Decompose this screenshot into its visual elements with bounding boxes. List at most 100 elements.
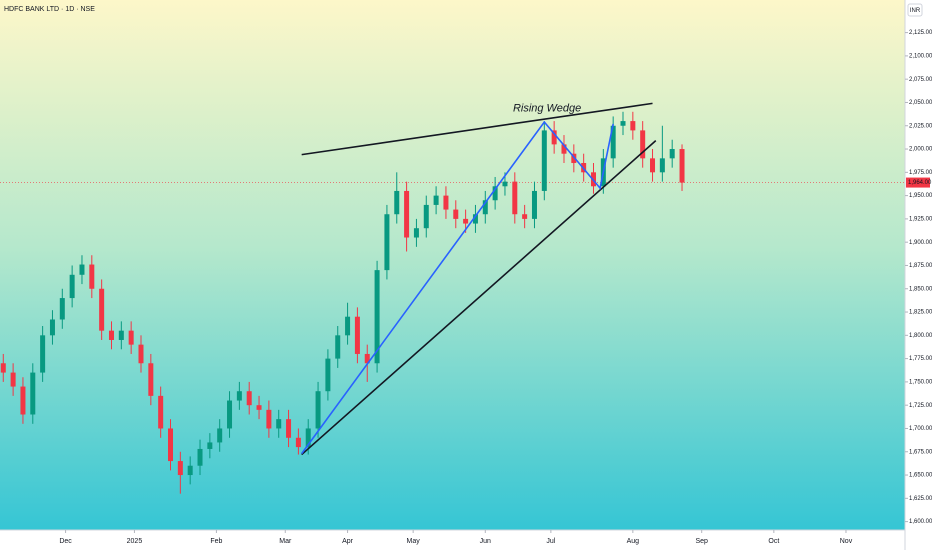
candle-body bbox=[443, 195, 449, 210]
candle-body bbox=[404, 190, 410, 238]
candle-body bbox=[266, 409, 272, 429]
candle-body bbox=[89, 264, 95, 289]
last-price-label: 1,964.00 bbox=[908, 180, 932, 186]
candle-body bbox=[197, 448, 203, 466]
x-tick-label: Sep bbox=[695, 538, 708, 545]
candle-body bbox=[364, 353, 370, 364]
price-axis-panel bbox=[905, 0, 932, 550]
y-tick-label: 1,600.00 bbox=[909, 519, 932, 525]
y-tick-label: 2,025.00 bbox=[909, 123, 932, 129]
x-tick-label: May bbox=[407, 538, 421, 545]
candle-body bbox=[522, 214, 528, 219]
candle-body bbox=[659, 158, 665, 173]
candle-body bbox=[561, 144, 567, 154]
candle-body bbox=[40, 335, 46, 373]
candle-body bbox=[354, 316, 360, 354]
candle-body bbox=[59, 298, 65, 320]
candle-body bbox=[227, 400, 233, 429]
y-tick-label: 2,075.00 bbox=[909, 77, 932, 83]
candle-body bbox=[482, 200, 488, 215]
annotation: Rising Wedge bbox=[513, 103, 581, 115]
x-tick-label: Apr bbox=[342, 538, 354, 545]
y-tick-label: 1,750.00 bbox=[909, 379, 932, 385]
candle-body bbox=[679, 149, 685, 183]
y-tick-label: 1,875.00 bbox=[909, 263, 932, 269]
candle-body bbox=[128, 330, 134, 345]
y-tick-label: 1,700.00 bbox=[909, 426, 932, 432]
candle-body bbox=[118, 330, 124, 340]
candle-body bbox=[472, 214, 478, 224]
candle-body bbox=[217, 428, 223, 443]
candle-body bbox=[177, 461, 183, 476]
candle-body bbox=[630, 121, 636, 131]
candle-body bbox=[620, 121, 626, 126]
chart-title: HDFC BANK LTD · 1D · NSE bbox=[4, 6, 95, 13]
y-tick-label: 2,125.00 bbox=[909, 30, 932, 36]
candle-body bbox=[345, 316, 351, 336]
candle-body bbox=[669, 149, 675, 159]
x-tick-label: Nov bbox=[840, 538, 853, 545]
trend-line bbox=[301, 120, 614, 455]
candle-body bbox=[236, 391, 242, 401]
candle-body bbox=[99, 288, 105, 331]
y-tick-label: 1,975.00 bbox=[909, 170, 932, 176]
y-tick-label: 1,725.00 bbox=[909, 403, 932, 409]
x-tick-label: Mar bbox=[279, 538, 292, 545]
y-tick-label: 1,825.00 bbox=[909, 310, 932, 316]
candle-body bbox=[158, 395, 164, 429]
y-tick-label: 1,950.00 bbox=[909, 193, 932, 199]
y-tick-label: 1,650.00 bbox=[909, 473, 932, 479]
x-tick-label: Feb bbox=[210, 538, 222, 545]
y-tick-label: 1,675.00 bbox=[909, 449, 932, 455]
candle-body bbox=[138, 344, 144, 364]
x-tick-label: Dec bbox=[59, 538, 72, 545]
time-axis-panel bbox=[0, 530, 905, 550]
candle-body bbox=[108, 330, 114, 340]
candle-body bbox=[305, 428, 311, 448]
candle-body bbox=[551, 130, 557, 145]
candle-body bbox=[79, 264, 85, 275]
currency-label: INR bbox=[910, 8, 921, 14]
candle-body bbox=[531, 190, 537, 219]
candle-body bbox=[315, 391, 321, 429]
candle-body bbox=[168, 428, 174, 462]
y-tick-label: 2,000.00 bbox=[909, 147, 932, 153]
x-tick-label: Aug bbox=[627, 538, 640, 545]
trend-line bbox=[301, 102, 653, 156]
candle-body bbox=[276, 419, 282, 429]
y-tick-label: 1,800.00 bbox=[909, 333, 932, 339]
candle-body bbox=[541, 130, 547, 191]
candle-body bbox=[453, 209, 459, 219]
x-tick-label: Jun bbox=[480, 538, 491, 545]
candle-body bbox=[295, 437, 301, 448]
y-tick-label: 1,900.00 bbox=[909, 240, 932, 246]
candle-body bbox=[640, 130, 646, 159]
candle-body bbox=[0, 363, 6, 373]
candle-body bbox=[10, 372, 16, 387]
candle-body bbox=[30, 372, 36, 415]
candle-body bbox=[433, 195, 439, 205]
x-tick-label: 2025 bbox=[127, 538, 143, 545]
candle-body bbox=[492, 186, 498, 201]
y-tick-label: 2,100.00 bbox=[909, 53, 932, 59]
candle-body bbox=[394, 190, 400, 215]
candle-body bbox=[325, 358, 331, 392]
candle-body bbox=[384, 214, 390, 271]
candle-body bbox=[246, 391, 252, 406]
trend-line bbox=[301, 140, 657, 456]
y-tick-label: 1,625.00 bbox=[909, 496, 932, 502]
candle-body bbox=[571, 153, 577, 164]
candle-body bbox=[49, 319, 55, 336]
candle-body bbox=[463, 218, 469, 224]
candle-body bbox=[512, 181, 518, 215]
candle-body bbox=[148, 363, 154, 396]
candle-body bbox=[256, 405, 262, 410]
y-tick-label: 1,775.00 bbox=[909, 356, 932, 362]
candle-body bbox=[502, 181, 508, 187]
last-price-box bbox=[906, 177, 930, 188]
y-tick-label: 1,850.00 bbox=[909, 286, 932, 292]
candle-body bbox=[286, 419, 292, 438]
